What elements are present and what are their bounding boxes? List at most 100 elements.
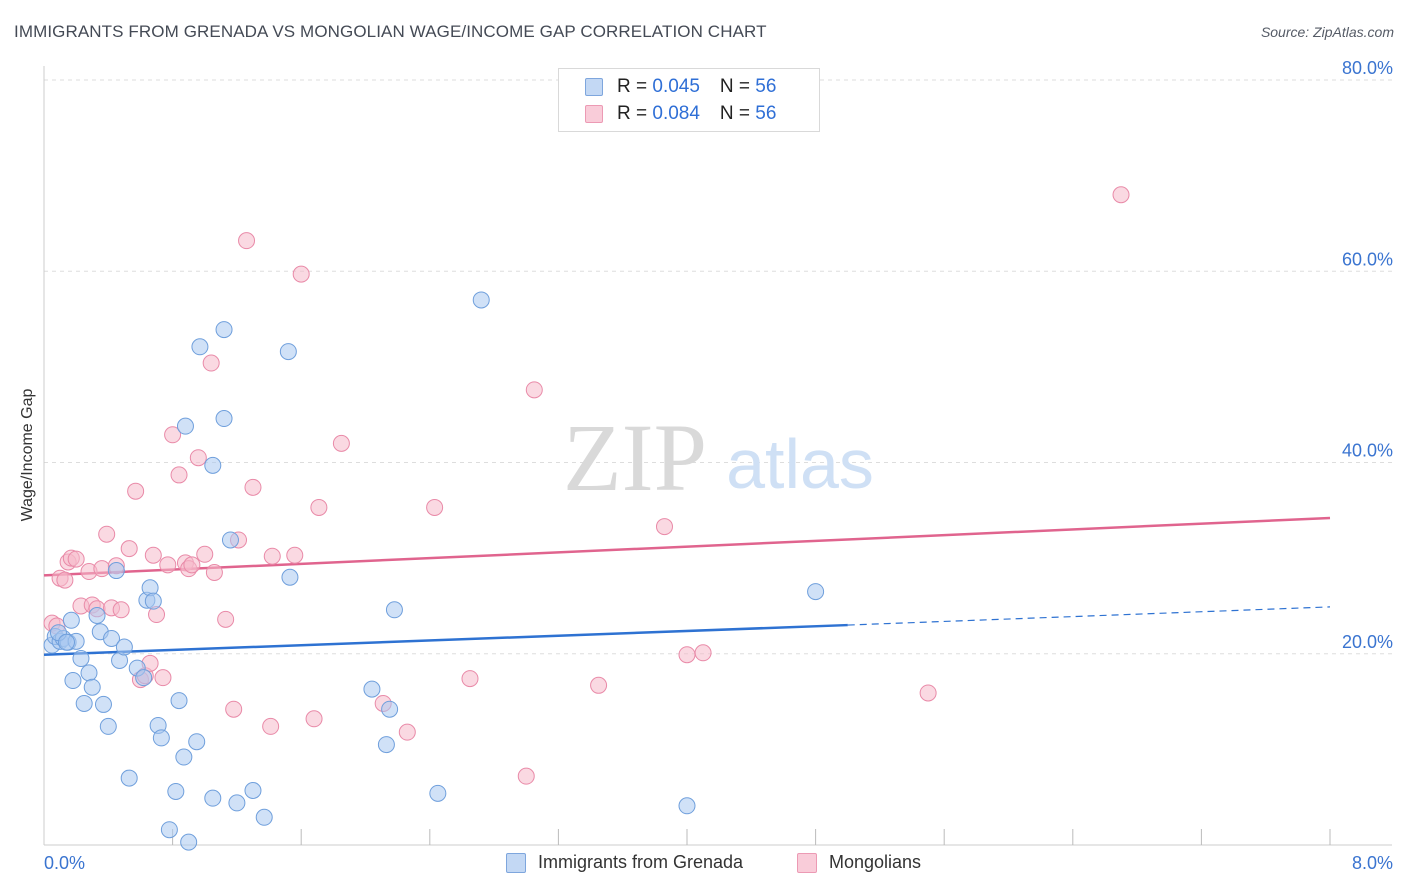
data-points [43,186,1130,851]
legend-r-label: R = [617,103,653,124]
mongolians-point [286,546,304,564]
grenada-point [180,833,198,851]
legend-n-label: N = [719,76,756,97]
grenada-point [191,338,209,356]
grenada-point [135,669,153,687]
tick-labels: 20.0% 40.0% 60.0% 80.0% 0.0% 8.0% [44,58,1393,873]
mongolians-point [217,610,235,628]
mongolians-point [93,560,111,578]
grenada-point [88,607,106,624]
grenada-point [188,733,206,751]
grenada-point [144,592,162,610]
mongolians-point [398,723,416,741]
y-tick-label: 80.0% [1342,58,1393,78]
grenada-point [176,417,194,435]
grenada-point [83,678,101,696]
grenada-point [363,680,381,698]
mongolians-point [525,381,543,399]
grenada-point [120,769,138,787]
mongolians-point [655,518,673,536]
y-tick-label: 20.0% [1342,632,1393,652]
legend-n-value: 56 [755,76,777,97]
mongolians-point [154,669,172,687]
grenada-point [99,717,117,735]
mongolians-point [292,265,310,283]
mongolians-point [310,498,328,516]
bottom-legend-label: Immigrants from Grenada [538,852,744,872]
grenada-point [215,321,233,339]
grenada-point [75,694,93,712]
grenada-point [107,562,125,580]
grenada-point [62,611,80,629]
y-tick-label: 40.0% [1342,441,1393,461]
mongolians-point [590,676,608,694]
x-tick-label-max: 8.0% [1352,853,1393,873]
mongolians-point [517,767,535,785]
mongolians-point [112,601,130,619]
grenada-point [160,821,178,839]
correlation-legend: R = 0.045 N = 56 R = 0.084 N = 56 [558,68,820,132]
mongolians-point [205,563,223,581]
pink-swatch-icon [797,852,817,873]
grenada-point [103,629,121,647]
mongolians-point [694,644,712,662]
grenada-point [80,664,98,682]
grenada-point [115,638,133,656]
grenada-point [204,789,222,807]
grenada-point [152,729,170,747]
bottom-legend-grenada: Immigrants from Grenada [506,852,743,873]
mongolians-point [67,550,85,568]
mongolians-point [244,478,262,496]
grenada-point [244,781,262,799]
grenada-point [175,748,193,766]
mongolians-point [225,700,243,718]
mongolians-point [919,684,937,702]
trend-lines [43,516,1331,656]
source-label: Source: ZipAtlas.com [1260,24,1394,40]
blue-swatch-icon [585,78,603,96]
bottom-legend-mongolians: Mongolians [797,852,921,873]
x-tick-label-min: 0.0% [44,853,85,873]
mongolians-trend-line [43,516,1331,577]
gridlines [44,79,1392,655]
grenada-point [72,650,90,668]
chart-title: IMMIGRANTS FROM GRENADA VS MONGOLIAN WAG… [14,22,767,41]
bottom-legend-label: Mongolians [829,852,922,872]
legend-row-mongolians: R = 0.084 N = 56 [585,102,776,126]
grenada-point [377,736,395,754]
grenada-point [204,456,222,474]
grenada-trend-line [43,623,848,656]
mongolians-point [98,525,116,543]
mongolians-point [305,710,323,728]
grenada-trend-extension [847,606,1331,626]
grenada-point [279,343,297,361]
y-tick-label: 60.0% [1342,249,1393,269]
grenada-point [678,797,696,815]
grenada-point [94,695,112,713]
axes [43,66,1392,846]
mongolians-point [262,717,280,735]
mongolians-point [426,498,444,516]
mongolians-point [461,670,479,688]
legend-r-label: R = [617,76,653,97]
mongolians-point [183,556,201,574]
mongolians-point [263,547,281,565]
grenada-point [429,784,447,802]
grenada-point [807,583,825,601]
legend-n-label: N = [719,103,756,124]
grenada-point [58,633,76,651]
mongolians-point [170,466,188,484]
legend-r-value: 0.084 [652,103,700,124]
grenada-point [381,700,399,718]
grenada-point [215,410,233,428]
watermark-atlas: atlas [726,425,874,503]
legend-r-value: 0.045 [652,76,700,97]
mongolians-point [164,426,182,444]
zipatlas-watermark: ZIP atlas [563,404,874,511]
pink-swatch-icon [585,105,603,123]
mongolians-point [120,540,138,558]
mongolians-point [127,482,145,500]
mongolians-point [1112,186,1130,204]
grenada-point [255,808,273,826]
